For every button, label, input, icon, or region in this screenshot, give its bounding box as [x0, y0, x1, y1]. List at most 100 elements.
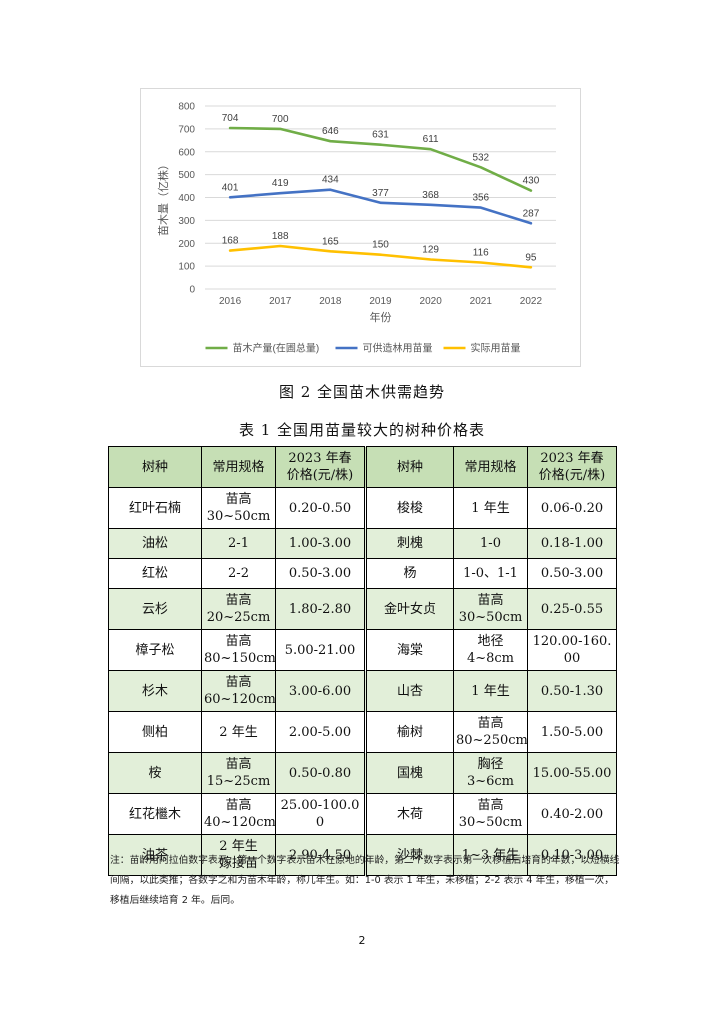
- table-cell: 0.10-3.00: [527, 834, 617, 876]
- y-tick-label: 800: [178, 102, 195, 113]
- figure-caption: 图 2 全国苗木供需趋势: [278, 383, 446, 401]
- data-label: 368: [422, 190, 439, 201]
- data-label: 129: [422, 244, 439, 255]
- x-tick-label: 2018: [319, 296, 342, 307]
- table-cell: 1 年生: [453, 487, 528, 529]
- series-line: [228, 126, 533, 192]
- x-tick-label: 2020: [420, 296, 443, 307]
- y-tick-label: 100: [178, 262, 195, 273]
- table-header-cell: 常用规格: [201, 446, 276, 488]
- y-tick-label: 300: [178, 216, 195, 227]
- data-label: 95: [525, 252, 537, 263]
- legend-label: 实际用苗量: [471, 342, 521, 355]
- table-cell: 杉木: [108, 670, 202, 712]
- table-cell: 地径 4~8cm: [453, 629, 528, 671]
- table-cell: 苗高 80~150cm: [201, 629, 276, 671]
- legend-label: 可供造林用苗量: [363, 342, 433, 355]
- table-note: 注：苗龄用阿拉伯数字表示，第一个数字表示苗木在原地的年龄，第二个数字表示第一次移…: [110, 855, 620, 906]
- table-cell: 梭梭: [365, 487, 454, 529]
- table-row: 桉苗高 15~25cm 0.50-0.80 国槐 胸径 3~6cm 15.00-55.00: [108, 752, 617, 794]
- table-cell: 0.20-0.50: [275, 487, 367, 529]
- table-cell: 红花檵木: [108, 793, 202, 835]
- x-tick-label: 2017: [269, 296, 292, 307]
- table-cell: 海棠: [365, 629, 454, 671]
- legend-label: 苗木产量(在圃总量): [233, 342, 320, 355]
- x-tick-label: 2016: [219, 296, 242, 307]
- table-row: 红花檵木 苗高 40~120cm 25.00-100.0 0 木荷 苗高 30~50cm 0.4…: [108, 793, 617, 835]
- series-line: [228, 244, 533, 269]
- data-label: 419: [272, 178, 289, 189]
- data-label: 611: [423, 134, 439, 145]
- table-cell: 刺槐: [365, 528, 454, 559]
- data-label: 287: [523, 208, 540, 219]
- table-cell: 木荷: [365, 793, 454, 835]
- table-cell: 2.00-5.00: [275, 711, 367, 753]
- table-cell: 胸径 3~6cm: [453, 752, 528, 794]
- price-table: 树种 常用规格 2023 年春 价格(元/株) 树种 常用规格 2023 年春 价格(元/株)…: [108, 446, 617, 876]
- table-cell: 2 年生: [201, 711, 276, 753]
- data-label: 165: [322, 236, 339, 247]
- table-cell: 2.90-4.50: [275, 834, 367, 876]
- table-cell: 1-0、1-1: [453, 558, 528, 589]
- y-tick-label: 500: [178, 170, 195, 181]
- table-cell: 苗高 80~250cm: [453, 711, 528, 753]
- table-cell: 0.18-1.00: [527, 528, 617, 559]
- table-cell: 山杏: [365, 670, 454, 712]
- table-row: 侧柏 2 年生 2.00-5.00 榆树 苗高 80~250cm 1.50-5.00: [108, 711, 617, 753]
- table-cell: 0.50-0.80: [275, 752, 367, 794]
- data-label: 116: [473, 247, 489, 258]
- table-cell: 樟子松: [108, 629, 202, 671]
- table-cell: 0.25-0.55: [527, 588, 617, 630]
- table-cell: 0.50-1.30: [527, 670, 617, 712]
- supply-demand-chart: 0 100 200 300 400 500 600 700 800 2016 2017 2018 201…: [140, 88, 581, 367]
- x-axis-label: 年份: [370, 310, 392, 324]
- table-cell: 0.50-3.00: [275, 558, 367, 589]
- table-caption: 表 1 全国用苗量较大的树种价格表: [238, 421, 486, 439]
- x-tick-label: 2021: [470, 296, 493, 307]
- data-label: 150: [372, 240, 389, 251]
- table-header-cell: 树种: [108, 446, 202, 488]
- table-cell: 红叶石楠: [108, 487, 202, 529]
- table-cell: 苗高 40~120cm: [201, 793, 276, 835]
- table-row: 云杉 苗高 20~25cm 1.80-2.80 金叶女贞 苗高 30~50cm 0.25-0.…: [108, 588, 617, 630]
- data-label: 401: [222, 182, 239, 193]
- table-cell: 苗高 60~120cm: [201, 670, 276, 712]
- y-tick-label: 700: [178, 124, 195, 135]
- data-label: 704: [222, 113, 239, 124]
- data-label: 646: [322, 126, 339, 137]
- table-cell: 苗高 30~50cm: [453, 588, 528, 630]
- table-cell: 1.50-5.00: [527, 711, 617, 753]
- table-row: 油茶 2 年生 嫁接苗 2.90-4.50 沙棘 1~3 年生 0.10-3.00: [108, 834, 617, 876]
- table-cell: 苗高 15~25cm: [201, 752, 276, 794]
- table-cell: 0.50-3.00: [527, 558, 617, 589]
- table-cell: 油茶: [108, 834, 202, 876]
- table-cell: 桉: [108, 752, 202, 794]
- page-number: 2: [358, 934, 366, 947]
- y-tick-label: 0: [189, 285, 195, 296]
- data-label: 168: [222, 236, 239, 247]
- data-label: 700: [272, 114, 289, 125]
- data-label: 377: [372, 188, 389, 199]
- table-cell: 国槐: [365, 752, 454, 794]
- table-cell: 1-0: [453, 528, 528, 559]
- table-cell: 苗高 30~50cm: [201, 487, 276, 529]
- table-cell: 0.40-2.00: [527, 793, 617, 835]
- y-tick-label: 200: [178, 239, 195, 250]
- table-header-cell: 树种: [365, 446, 454, 488]
- data-label: 430: [523, 176, 540, 187]
- table-cell: 1 年生: [453, 670, 528, 712]
- data-label: 356: [472, 193, 489, 204]
- table-header-cell: 2023 年春 价格(元/株): [527, 446, 617, 488]
- table-cell: 1.80-2.80: [275, 588, 367, 630]
- table-cell: 金叶女贞: [365, 588, 454, 630]
- table-cell: 侧柏: [108, 711, 202, 753]
- table-cell: 120.00-160. 00: [527, 629, 617, 671]
- table-cell: 2-1: [201, 528, 276, 559]
- table-cell: 油松: [108, 528, 202, 559]
- table-cell: 2-2: [201, 558, 276, 589]
- x-tick-label: 2019: [369, 296, 392, 307]
- data-label: 532: [472, 152, 489, 163]
- table-cell: 沙棘: [365, 834, 454, 876]
- data-label: 188: [272, 231, 289, 242]
- data-label: 434: [322, 175, 339, 186]
